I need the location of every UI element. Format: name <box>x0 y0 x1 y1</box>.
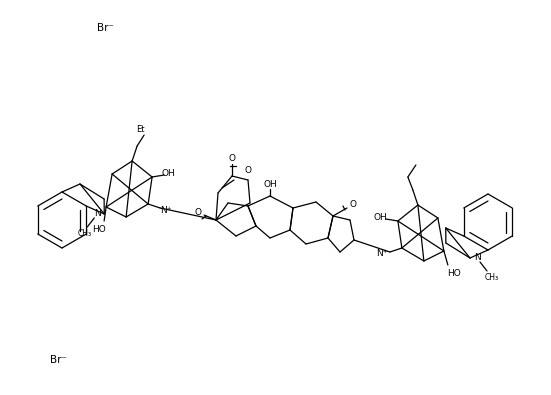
Text: N: N <box>474 252 480 261</box>
Text: CH₃: CH₃ <box>77 228 91 237</box>
Text: Br⁻: Br⁻ <box>50 355 67 365</box>
Text: OH: OH <box>161 169 175 177</box>
Text: O: O <box>229 154 235 162</box>
Text: Et: Et <box>136 124 144 134</box>
Text: O: O <box>195 207 202 216</box>
Text: OH: OH <box>263 179 277 188</box>
Text: N⁺: N⁺ <box>376 250 387 258</box>
Text: O: O <box>245 166 251 175</box>
Text: OH: OH <box>373 213 387 222</box>
Text: CH₃: CH₃ <box>485 273 499 282</box>
Text: HO: HO <box>92 224 106 233</box>
Text: N: N <box>94 209 101 218</box>
Text: N⁺: N⁺ <box>160 205 172 214</box>
Text: HO: HO <box>447 269 461 278</box>
Text: O: O <box>349 199 356 209</box>
Text: Br⁻: Br⁻ <box>96 23 114 33</box>
